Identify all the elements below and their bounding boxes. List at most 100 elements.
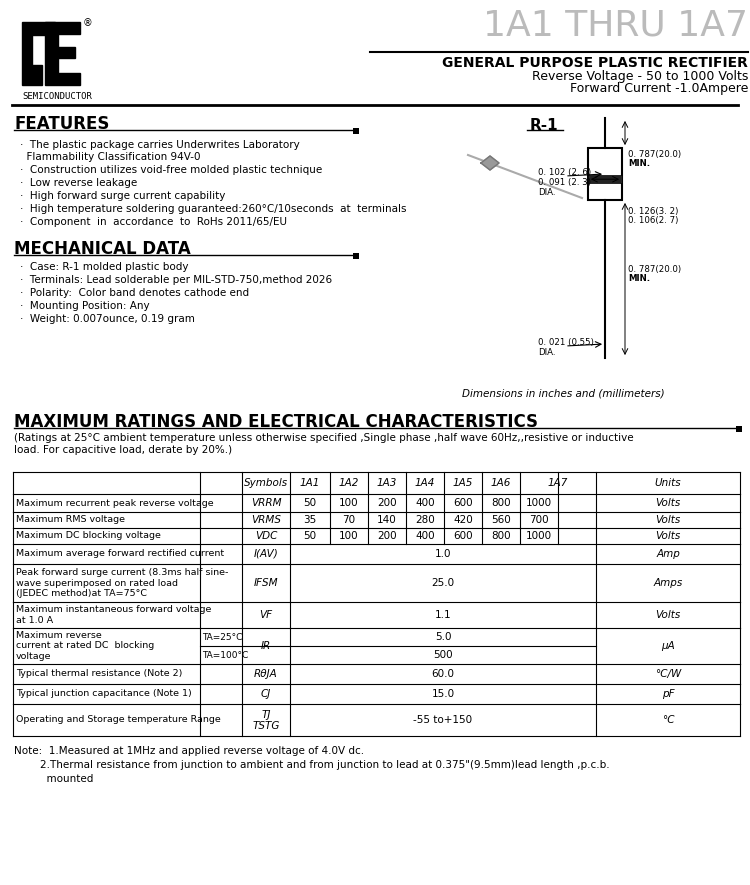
Text: 60.0: 60.0: [431, 669, 454, 679]
Text: 70: 70: [343, 515, 355, 525]
Text: Forward Current -1.0Ampere: Forward Current -1.0Ampere: [570, 82, 748, 95]
Text: 1A7: 1A7: [548, 478, 568, 488]
Text: 25.0: 25.0: [431, 578, 454, 588]
Text: SEMICONDUCTOR: SEMICONDUCTOR: [22, 92, 92, 101]
Text: μA: μA: [662, 641, 675, 651]
Text: DIA.: DIA.: [538, 188, 556, 197]
Text: 800: 800: [491, 498, 511, 508]
Text: Volts: Volts: [656, 515, 681, 525]
Text: IR: IR: [261, 641, 272, 651]
Text: 50: 50: [304, 531, 316, 541]
Text: ·  Construction utilizes void-free molded plastic technique: · Construction utilizes void-free molded…: [20, 165, 322, 175]
Text: MECHANICAL DATA: MECHANICAL DATA: [14, 240, 190, 258]
Bar: [588, 148, 622, 200]
Text: Volts: Volts: [656, 531, 681, 541]
Text: °C/W: °C/W: [655, 669, 681, 679]
Text: TA=25°C: TA=25°C: [202, 633, 242, 642]
Polygon shape: [45, 22, 80, 85]
Text: 600: 600: [453, 498, 472, 508]
Text: 280: 280: [416, 515, 435, 525]
Text: VRMS: VRMS: [251, 515, 281, 525]
Text: pF: pF: [662, 689, 674, 699]
Text: ·  Terminals: Lead solderable per MIL-STD-750,method 2026: · Terminals: Lead solderable per MIL-STD…: [20, 275, 332, 285]
Bar: [353, 253, 359, 259]
Text: 0. 126(3. 2): 0. 126(3. 2): [628, 207, 678, 216]
Text: 420: 420: [453, 515, 472, 525]
Text: Maximum recurrent peak reverse voltage: Maximum recurrent peak reverse voltage: [16, 498, 214, 507]
Text: 100: 100: [339, 498, 358, 508]
Text: 1A1 THRU 1A7: 1A1 THRU 1A7: [483, 8, 748, 42]
Text: 400: 400: [416, 498, 435, 508]
Text: 100: 100: [339, 531, 358, 541]
Text: 1.0: 1.0: [435, 549, 451, 559]
Text: RθJA: RθJA: [254, 669, 278, 679]
Text: 0. 787(20.0): 0. 787(20.0): [628, 150, 681, 159]
Text: Units: Units: [655, 478, 681, 488]
Text: TJ: TJ: [261, 710, 271, 720]
Text: GENERAL PURPOSE PLASTIC RECTIFIER: GENERAL PURPOSE PLASTIC RECTIFIER: [442, 56, 748, 70]
Text: Reverse Voltage - 50 to 1000 Volts: Reverse Voltage - 50 to 1000 Volts: [532, 70, 748, 83]
Text: Symbols: Symbols: [244, 478, 288, 488]
Text: DIA.: DIA.: [538, 348, 556, 357]
Text: Dimensions in inches and (millimeters): Dimensions in inches and (millimeters): [462, 388, 664, 398]
Text: VDC: VDC: [255, 531, 278, 541]
Polygon shape: [481, 156, 499, 170]
Text: ·  Case: R-1 molded plastic body: · Case: R-1 molded plastic body: [20, 262, 188, 272]
Text: FEATURES: FEATURES: [14, 115, 110, 133]
Text: MIN.: MIN.: [628, 159, 650, 168]
Text: ·  Weight: 0.007ounce, 0.19 gram: · Weight: 0.007ounce, 0.19 gram: [20, 314, 195, 324]
Polygon shape: [22, 22, 55, 85]
Text: mounted: mounted: [14, 774, 93, 784]
Bar: [588, 175, 622, 183]
Text: TA=100°C: TA=100°C: [202, 650, 248, 659]
Text: VF: VF: [260, 610, 272, 620]
Text: °C: °C: [662, 715, 674, 725]
Text: Peak forward surge current (8.3ms half sine-
wave superimposed on rated load
(JE: Peak forward surge current (8.3ms half s…: [16, 568, 228, 598]
Text: Typical junction capacitance (Note 1): Typical junction capacitance (Note 1): [16, 689, 192, 698]
Text: 200: 200: [377, 498, 397, 508]
Text: Maximum average forward rectified current: Maximum average forward rectified curren…: [16, 550, 224, 558]
Text: 0. 021 (0.55): 0. 021 (0.55): [538, 338, 594, 347]
Text: Amps: Amps: [653, 578, 682, 588]
Text: TSTG: TSTG: [252, 721, 280, 731]
Text: 500: 500: [433, 650, 453, 660]
Text: 560: 560: [491, 515, 511, 525]
Text: Note:  1.Measured at 1MHz and applied reverse voltage of 4.0V dc.: Note: 1.Measured at 1MHz and applied rev…: [14, 746, 364, 756]
Text: 0. 106(2. 7): 0. 106(2. 7): [628, 216, 678, 225]
Text: 1A5: 1A5: [453, 478, 473, 488]
Text: 1A2: 1A2: [339, 478, 359, 488]
Text: Maximum instantaneous forward voltage
at 1.0 A: Maximum instantaneous forward voltage at…: [16, 605, 211, 625]
Text: ·  High forward surge current capability: · High forward surge current capability: [20, 191, 225, 201]
Text: 800: 800: [491, 531, 511, 541]
Text: ®: ®: [83, 18, 93, 28]
Text: 200: 200: [377, 531, 397, 541]
Text: 0. 102 (2. 6): 0. 102 (2. 6): [538, 168, 591, 177]
Text: 600: 600: [453, 531, 472, 541]
Text: 1A6: 1A6: [490, 478, 512, 488]
Text: Volts: Volts: [656, 498, 681, 508]
Text: Maximum DC blocking voltage: Maximum DC blocking voltage: [16, 532, 160, 541]
Text: -55 to+150: -55 to+150: [413, 715, 472, 725]
Text: 400: 400: [416, 531, 435, 541]
Text: 0. 787(20.0): 0. 787(20.0): [628, 265, 681, 274]
Text: Volts: Volts: [656, 610, 681, 620]
Text: ·  Polarity:  Color band denotes cathode end: · Polarity: Color band denotes cathode e…: [20, 288, 249, 298]
Text: 1000: 1000: [526, 498, 552, 508]
Text: ·  The plastic package carries Underwrites Laboratory
  Flammability Classificat: · The plastic package carries Underwrite…: [20, 140, 300, 162]
Text: 15.0: 15.0: [431, 689, 454, 699]
Text: 5.0: 5.0: [435, 632, 451, 642]
Text: 140: 140: [377, 515, 397, 525]
Bar: [736, 426, 742, 432]
Text: CJ: CJ: [261, 689, 272, 699]
Text: 1000: 1000: [526, 531, 552, 541]
Text: 1A1: 1A1: [300, 478, 320, 488]
Text: Maximum reverse
current at rated DC  blocking
voltage: Maximum reverse current at rated DC bloc…: [16, 631, 154, 661]
Text: I(AV): I(AV): [254, 549, 278, 559]
Text: IFSM: IFSM: [254, 578, 278, 588]
Text: 1A3: 1A3: [376, 478, 398, 488]
Text: R-1: R-1: [530, 118, 559, 133]
Text: ·  Component  in  accordance  to  RoHs 2011/65/EU: · Component in accordance to RoHs 2011/6…: [20, 217, 287, 227]
Text: 700: 700: [530, 515, 549, 525]
Text: 0. 091 (2. 3): 0. 091 (2. 3): [538, 178, 591, 187]
Text: Amp: Amp: [656, 549, 680, 559]
